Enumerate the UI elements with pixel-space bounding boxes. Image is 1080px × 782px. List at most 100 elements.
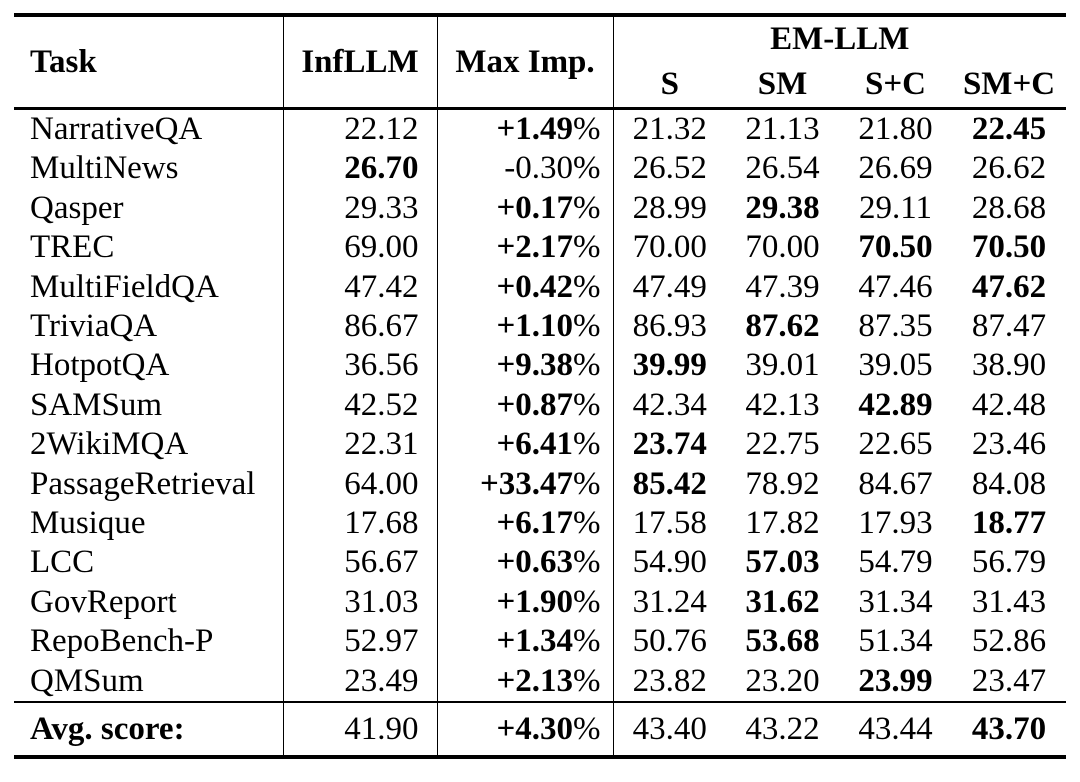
table-row: SAMSum 42.52 +0.87% 42.34 42.13 42.89 42… — [14, 385, 1066, 426]
infllm-cell: 23.49 — [282, 661, 437, 703]
table-header: Task InfLLM Max Imp. EM-LLM S SM S+C SM+… — [14, 15, 1067, 110]
percent-sign: % — [573, 623, 601, 660]
em-llm-s-cell: 54.90 — [612, 543, 726, 583]
table-body: NarrativeQA 22.12 +1.49% 21.32 21.13 21.… — [14, 108, 1066, 703]
percent-sign: % — [573, 111, 601, 147]
em-llm-sm-c-cell: 38.90 — [971, 347, 1047, 384]
infllm-cell: 36.56 — [282, 346, 437, 386]
em-llm-sm-cell: 26.54 — [745, 150, 820, 187]
header-row-2: S SM S+C SM+C — [14, 61, 1067, 110]
em-llm-sm-cell: 31.62 — [745, 583, 820, 620]
em-llm-s-c-cell: 23.99 — [858, 662, 933, 699]
infllm-cell: 22.12 — [282, 108, 437, 150]
infllm-cell: 64.00 — [282, 464, 437, 505]
em-llm-sm-cell: 78.92 — [745, 465, 820, 502]
task-cell: Qasper — [30, 189, 124, 226]
em-llm-sm-cell: 47.39 — [745, 268, 820, 305]
em-llm-sm-c-cell: 23.46 — [971, 426, 1047, 463]
col-header-sm: SM — [726, 61, 839, 110]
em-llm-sm-cell: 87.62 — [745, 308, 820, 345]
percent-sign: % — [573, 150, 601, 187]
em-llm-sm-cell: 57.03 — [745, 544, 820, 581]
max-imp-value: +1.49 — [496, 111, 573, 147]
em-llm-s-c-cell: 42.89 — [858, 386, 933, 423]
em-llm-s-cell: 70.00 — [612, 228, 726, 268]
em-llm-s-cell: 17.58 — [612, 504, 726, 544]
col-header-infllm: InfLLM — [282, 15, 437, 110]
max-imp-cell: +0.42% — [436, 267, 613, 308]
max-imp-value: -0.30 — [504, 150, 573, 187]
max-imp-value: +2.13 — [496, 662, 573, 699]
em-llm-s-cell: 85.42 — [612, 464, 726, 505]
table-row: TREC 69.00 +2.17% 70.00 70.00 70.50 70.5… — [14, 228, 1066, 268]
col-header-s: S — [612, 61, 726, 110]
max-imp-value: +9.38 — [496, 347, 573, 384]
table-row: RepoBench-P 52.97 +1.34% 50.76 53.68 51.… — [14, 622, 1066, 662]
table-footer: Avg. score: 41.90 +4.30% 43.40 43.22 43.… — [14, 701, 1067, 758]
max-imp-cell: +1.49% — [436, 108, 613, 150]
percent-sign: % — [573, 347, 601, 384]
percent-sign: % — [573, 386, 601, 423]
em-llm-sm-c-cell: 26.62 — [971, 150, 1047, 187]
task-cell: LCC — [30, 544, 95, 581]
em-llm-s-cell: 47.49 — [612, 267, 726, 308]
em-llm-s-c-cell: 54.79 — [858, 544, 933, 581]
em-llm-s-c-cell: 31.34 — [858, 583, 933, 620]
em-llm-sm-cell: 39.01 — [745, 347, 820, 384]
em-llm-s-c-cell: 43.44 — [839, 701, 952, 758]
max-imp-value: +0.17 — [496, 189, 573, 226]
results-table: Task InfLLM Max Imp. EM-LLM S SM S+C SM+… — [14, 13, 1067, 760]
col-header-s-c: S+C — [839, 61, 952, 110]
task-cell: QMSum — [30, 662, 144, 699]
em-llm-s-cell: 39.99 — [612, 346, 726, 386]
col-header-sm-c: SM+C — [952, 61, 1067, 110]
header-row-1: Task InfLLM Max Imp. EM-LLM — [14, 15, 1067, 110]
em-llm-sm-cell: 70.00 — [745, 229, 820, 266]
avg-score-label: Avg. score: — [14, 701, 283, 758]
em-llm-s-cell: 86.93 — [612, 307, 726, 347]
infllm-cell: 52.97 — [282, 622, 437, 662]
em-llm-sm-cell: 23.20 — [745, 662, 820, 699]
em-llm-sm-cell: 53.68 — [745, 623, 820, 660]
em-llm-s-cell: 42.34 — [612, 385, 726, 426]
max-imp-cell: +9.38% — [436, 346, 613, 386]
task-cell: HotpotQA — [30, 347, 170, 384]
percent-sign: % — [573, 544, 601, 581]
em-llm-sm-c-cell: 23.47 — [971, 662, 1047, 699]
task-cell: 2WikiMQA — [30, 426, 189, 463]
table-row: HotpotQA 36.56 +9.38% 39.99 39.01 39.05 … — [14, 346, 1066, 386]
em-llm-sm-c-cell: 18.77 — [971, 505, 1047, 542]
em-llm-s-cell: 43.40 — [612, 701, 726, 758]
max-imp-value: +1.90 — [496, 583, 573, 620]
em-llm-s-c-cell: 87.35 — [858, 308, 933, 345]
max-imp-cell: +4.30% — [436, 701, 613, 758]
col-header-task: Task — [14, 15, 283, 110]
em-llm-sm-cell: 43.22 — [726, 701, 839, 758]
infllm-cell: 86.67 — [282, 307, 437, 347]
percent-sign: % — [573, 711, 601, 748]
em-llm-s-c-cell: 22.65 — [858, 426, 933, 463]
em-llm-sm-c-cell: 43.70 — [952, 701, 1067, 758]
percent-sign: % — [573, 426, 601, 463]
task-cell: RepoBench-P — [30, 623, 214, 660]
max-imp-value: +2.17 — [496, 229, 573, 266]
table-row: MultiNews 26.70 -0.30% 26.52 26.54 26.69… — [14, 149, 1066, 189]
percent-sign: % — [573, 583, 601, 620]
em-llm-s-cell: 28.99 — [612, 188, 726, 229]
max-imp-cell: +0.17% — [436, 188, 613, 229]
task-cell: MultiFieldQA — [30, 268, 219, 305]
percent-sign: % — [573, 465, 601, 502]
em-llm-sm-cell: 29.38 — [745, 189, 820, 226]
em-llm-s-cell: 26.52 — [612, 149, 726, 189]
em-llm-s-cell: 31.24 — [612, 582, 726, 623]
infllm-cell: 17.68 — [282, 504, 437, 544]
table-row: MultiFieldQA 47.42 +0.42% 47.49 47.39 47… — [14, 267, 1066, 308]
table-row: Qasper 29.33 +0.17% 28.99 29.38 29.11 28… — [14, 188, 1066, 229]
task-cell: GovReport — [30, 583, 177, 620]
table-row: TriviaQA 86.67 +1.10% 86.93 87.62 87.35 … — [14, 307, 1066, 347]
max-imp-value: +1.10 — [496, 308, 573, 345]
em-llm-sm-cell: 21.13 — [745, 111, 820, 147]
max-imp-value: +4.30 — [496, 711, 573, 748]
em-llm-sm-cell: 42.13 — [745, 386, 820, 423]
table-row: PassageRetrieval 64.00 +33.47% 85.42 78.… — [14, 464, 1066, 505]
